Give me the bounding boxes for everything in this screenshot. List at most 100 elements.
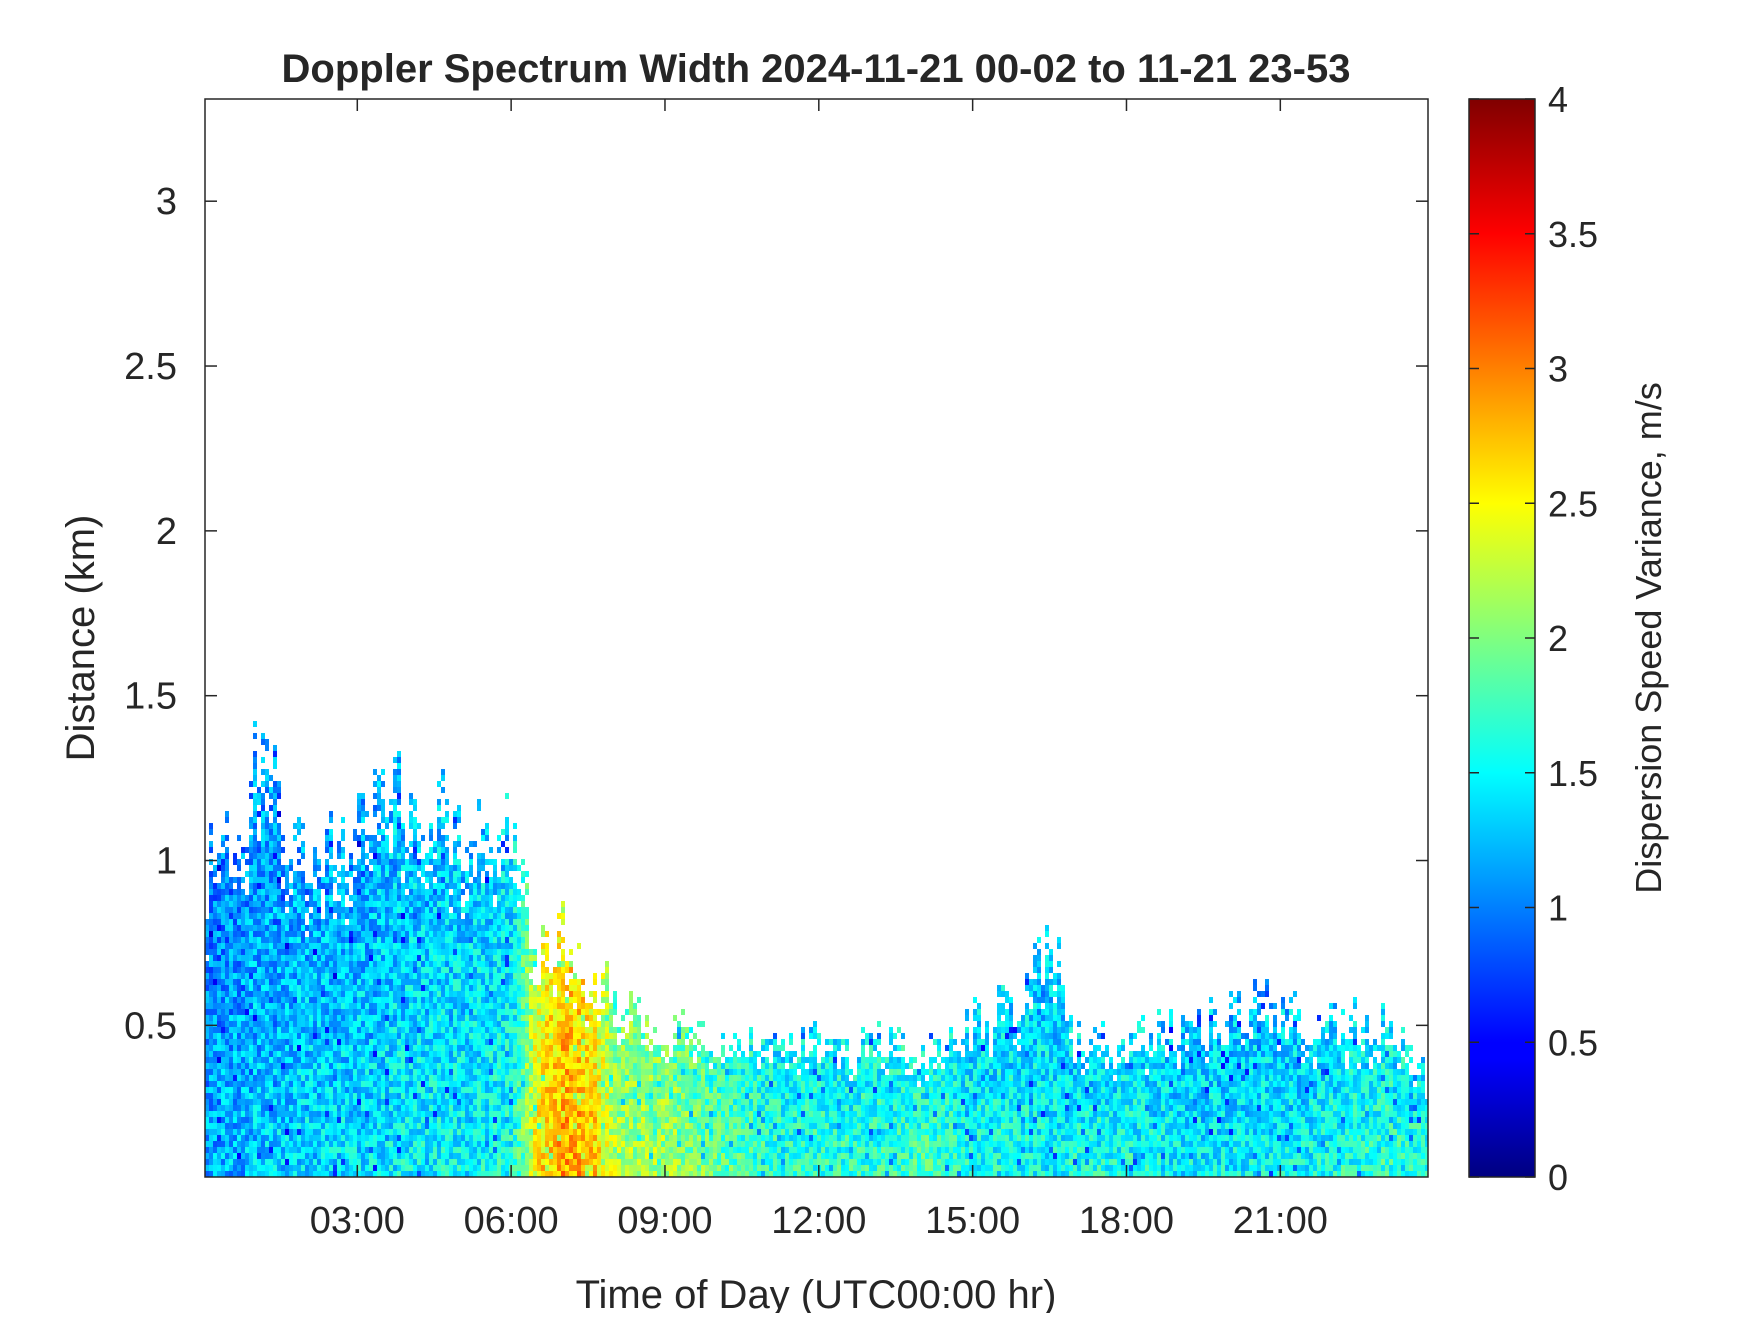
heatmap-cell [253,985,257,991]
heatmap-cell [529,1111,533,1117]
heatmap-cell [373,883,377,889]
heatmap-cell [389,1009,393,1015]
heatmap-cell [273,871,277,877]
heatmap-cell [505,865,509,871]
heatmap-cell [245,997,249,1003]
heatmap-cell [289,1075,293,1081]
heatmap-cell [329,1063,333,1069]
heatmap-cell [513,1123,517,1129]
heatmap-cell [329,979,333,985]
heatmap-cell [525,991,529,997]
heatmap-cell [449,937,453,943]
heatmap-cell [485,1123,489,1129]
heatmap-cell [541,1159,545,1165]
heatmap-cell [229,1087,233,1093]
heatmap-cell [569,1039,573,1045]
heatmap-cell [365,889,369,895]
heatmap-cell [385,1153,389,1159]
heatmap-cell [505,1093,509,1099]
heatmap-cell [273,925,277,931]
heatmap-cell [401,1009,405,1015]
heatmap-cell [573,1153,577,1159]
heatmap-cell [533,1123,537,1129]
heatmap-cell [557,1039,561,1045]
heatmap-cell [205,1117,209,1123]
heatmap-cell [253,763,257,769]
heatmap-cell [269,847,273,853]
heatmap-cell [221,865,225,871]
heatmap-cell [549,1129,553,1135]
heatmap-cell [545,1045,549,1051]
heatmap-cell [317,1033,321,1039]
heatmap-cell [229,1021,233,1027]
heatmap-cell [325,1057,329,1063]
heatmap-cell [481,1099,485,1105]
heatmap-cell [317,919,321,925]
heatmap-cell [277,1081,281,1087]
heatmap-cell [393,1159,397,1165]
heatmap-cell [309,1045,313,1051]
heatmap-cell [349,997,353,1003]
heatmap-cell [253,889,257,895]
heatmap-cell [361,799,365,805]
heatmap-cell [209,973,213,979]
heatmap-cell [353,955,357,961]
heatmap-cell [425,895,429,901]
heatmap-cell [413,835,417,841]
heatmap-cell [569,961,573,967]
heatmap-cell [353,1069,357,1075]
heatmap-cell [281,1033,285,1039]
heatmap-cell [577,1165,581,1171]
heatmap-cell [273,1003,277,1009]
heatmap-cell [269,979,273,985]
heatmap-cell [217,1033,221,1039]
heatmap-cell [281,1015,285,1021]
heatmap-cell [361,811,365,817]
heatmap-cell [509,1027,513,1033]
heatmap-cell [405,1051,409,1057]
heatmap-cell [249,1129,253,1135]
heatmap-cell [389,973,393,979]
heatmap-cell [525,955,529,961]
heatmap-cell [413,1165,417,1171]
heatmap-cell [509,889,513,895]
heatmap-cell [497,1105,501,1111]
heatmap-cell [409,889,413,895]
heatmap-cell [321,877,325,883]
heatmap-cell [265,1171,269,1177]
heatmap-cell [361,907,365,913]
heatmap-cell [253,991,257,997]
heatmap-cell [473,1141,477,1147]
heatmap-cell [521,1135,525,1141]
heatmap-cell [337,1009,341,1015]
heatmap-cell [341,907,345,913]
heatmap-cell [229,1075,233,1081]
heatmap-cell [581,1105,585,1111]
heatmap-cell [497,1069,501,1075]
heatmap-cell [289,973,293,979]
heatmap-cell [381,895,385,901]
heatmap-cell [281,901,285,907]
heatmap-cell [469,1135,473,1141]
heatmap-cell [285,1075,289,1081]
heatmap-cell [349,1153,353,1159]
heatmap-cell [241,1009,245,1015]
heatmap-cell [221,1153,225,1159]
heatmap-cell [345,1051,349,1057]
heatmap-cell [309,1069,313,1075]
heatmap-cell [273,1093,277,1099]
heatmap-cell [405,1045,409,1051]
heatmap-cell [261,1057,265,1063]
heatmap-cell [357,985,361,991]
heatmap-cell [397,1051,401,1057]
heatmap-cell [449,1129,453,1135]
heatmap-cell [365,1081,369,1087]
heatmap-cell [417,955,421,961]
heatmap-cell [453,841,457,847]
heatmap-cell [365,955,369,961]
heatmap-cell [209,1009,213,1015]
heatmap-cell [213,967,217,973]
heatmap-cell [333,1141,337,1147]
heatmap-cell [509,1159,513,1165]
heatmap-cell [293,883,297,889]
